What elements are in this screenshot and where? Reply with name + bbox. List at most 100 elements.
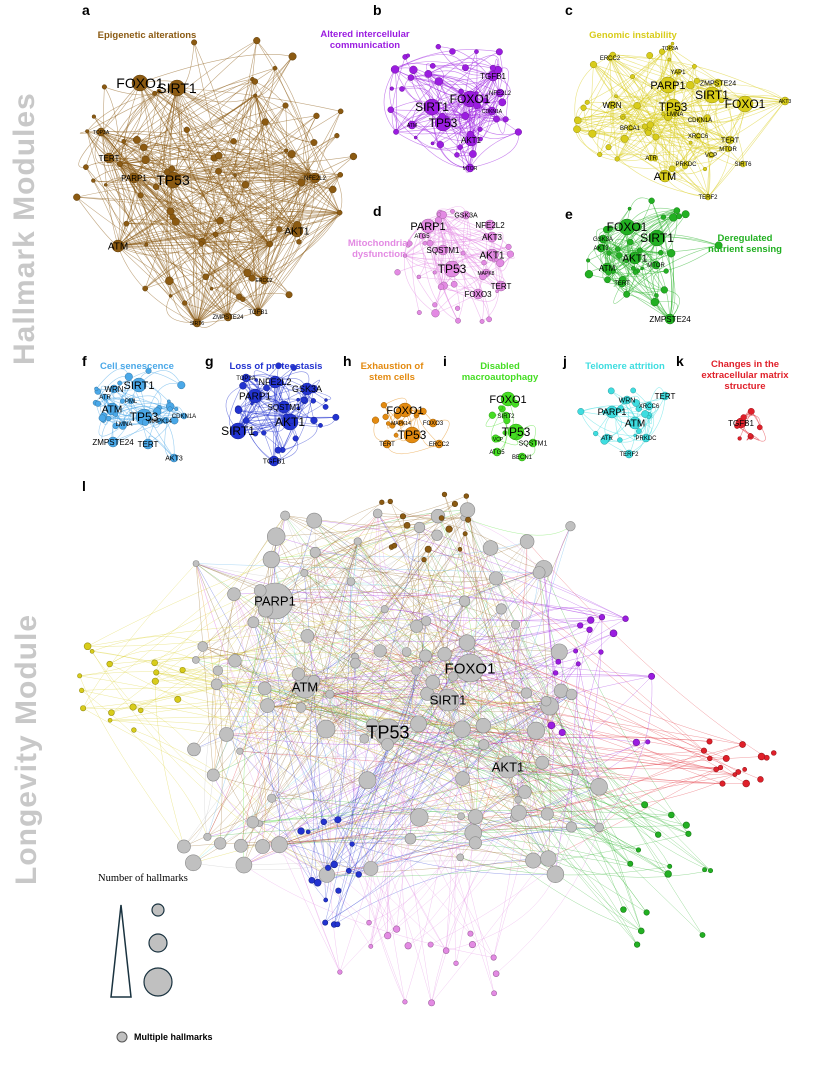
network-edge xyxy=(207,517,442,837)
network-node xyxy=(83,164,89,170)
network-node xyxy=(682,163,689,170)
network-edge xyxy=(447,699,743,745)
network-node xyxy=(243,269,252,278)
gene-node-gsk3a xyxy=(598,234,608,244)
longevity-node xyxy=(187,742,201,757)
network-node xyxy=(324,398,328,402)
network-edge xyxy=(395,100,486,135)
network-edge xyxy=(415,114,506,138)
network-edge xyxy=(637,210,678,272)
gene-label-atm: ATM xyxy=(108,242,128,253)
network-edge xyxy=(608,217,674,254)
network-node xyxy=(756,424,763,431)
gene-label-nfe2l2: NFE2L2 xyxy=(489,91,512,97)
network-edge xyxy=(207,828,631,864)
network-node xyxy=(334,133,340,139)
network-node xyxy=(623,290,631,298)
network-edge xyxy=(193,541,358,750)
longevity-node xyxy=(235,856,253,874)
network-edge xyxy=(387,655,426,936)
network-edge xyxy=(122,400,185,417)
longevity-node xyxy=(757,776,764,783)
longevity-node xyxy=(511,620,521,630)
network-node xyxy=(310,416,318,425)
network-edge xyxy=(143,146,298,232)
network-edge xyxy=(431,791,525,1003)
longevity-node xyxy=(490,954,497,961)
network-edge xyxy=(609,57,673,169)
gene-node-top3a xyxy=(96,127,106,137)
network-edge xyxy=(76,196,298,232)
network-edge xyxy=(501,608,572,828)
network-node xyxy=(436,212,442,217)
gene-label-ercc2: ERCC2 xyxy=(429,442,450,448)
network-edge xyxy=(415,670,549,859)
network-edge xyxy=(176,87,340,213)
gene-label-sirt6: SIRT6 xyxy=(735,162,753,168)
gene-label-foxo1: FOXO1 xyxy=(725,97,766,111)
network-edge xyxy=(324,670,417,923)
longevity-node xyxy=(212,665,224,676)
network-node xyxy=(673,207,681,214)
network-node xyxy=(486,316,492,323)
network-edge xyxy=(279,844,371,869)
gene-node-vcp xyxy=(707,151,715,159)
network-edge xyxy=(226,734,353,845)
network-edge xyxy=(493,706,550,958)
panel-k-network: TGFB1 xyxy=(728,407,766,442)
network-edge xyxy=(370,838,411,947)
network-edge xyxy=(485,415,507,427)
network-node xyxy=(633,433,637,438)
network-node xyxy=(646,52,654,59)
network-edge xyxy=(253,621,417,672)
network-edge xyxy=(202,541,358,647)
network-edge xyxy=(79,671,302,708)
longevity-node xyxy=(685,830,692,837)
panel-k-letter: k xyxy=(676,353,684,369)
network-edge xyxy=(664,94,713,177)
network-edge xyxy=(576,129,652,162)
longevity-node xyxy=(270,836,288,854)
panel-j-title: Telomere attrition xyxy=(585,361,665,372)
network-edge xyxy=(79,131,102,134)
network-node xyxy=(288,418,295,425)
network-edge xyxy=(314,520,626,619)
network-edge xyxy=(195,563,560,653)
gene-node-foxo3 xyxy=(472,288,484,300)
network-edge xyxy=(379,650,600,828)
gene-label-tp53: TP53 xyxy=(130,410,159,424)
network-edge xyxy=(307,568,544,637)
panel-i-title: Disabled macroautophagy xyxy=(461,361,539,383)
longevity-node xyxy=(598,614,606,621)
network-edge xyxy=(311,725,373,881)
longevity-node xyxy=(517,785,532,799)
network-edge xyxy=(279,651,560,845)
network-node xyxy=(454,152,460,158)
network-edge xyxy=(216,673,652,685)
longevity-node xyxy=(313,878,322,887)
longevity-node xyxy=(525,852,542,869)
network-edge xyxy=(419,633,614,818)
gene-label-cdkn1a: CDKN1A xyxy=(172,414,196,420)
panel-b-title: Altered intercellular communication xyxy=(320,29,410,51)
network-edge xyxy=(260,509,468,591)
network-edge xyxy=(576,116,669,130)
longevity-node xyxy=(445,525,453,533)
network-edge xyxy=(425,655,652,677)
network-node xyxy=(458,88,464,95)
gene-node-sqstm1 xyxy=(277,400,291,414)
gene-label-cdkn1a: CDKN1A xyxy=(688,118,712,124)
network-node xyxy=(121,138,127,144)
network-node xyxy=(103,183,108,187)
panel-j-network: WRN TERT PARP1 XRCC6 ATM ATR PRKDC TERF2 xyxy=(577,387,675,459)
network-edge xyxy=(195,563,388,745)
longevity-node xyxy=(151,677,159,685)
network-node xyxy=(648,197,655,204)
longevity-node xyxy=(83,642,92,651)
network-edge xyxy=(216,684,672,816)
network-edge xyxy=(226,520,315,735)
network-node xyxy=(309,384,318,394)
panel-e-title: Deregulated nutrient sensing xyxy=(708,233,782,255)
